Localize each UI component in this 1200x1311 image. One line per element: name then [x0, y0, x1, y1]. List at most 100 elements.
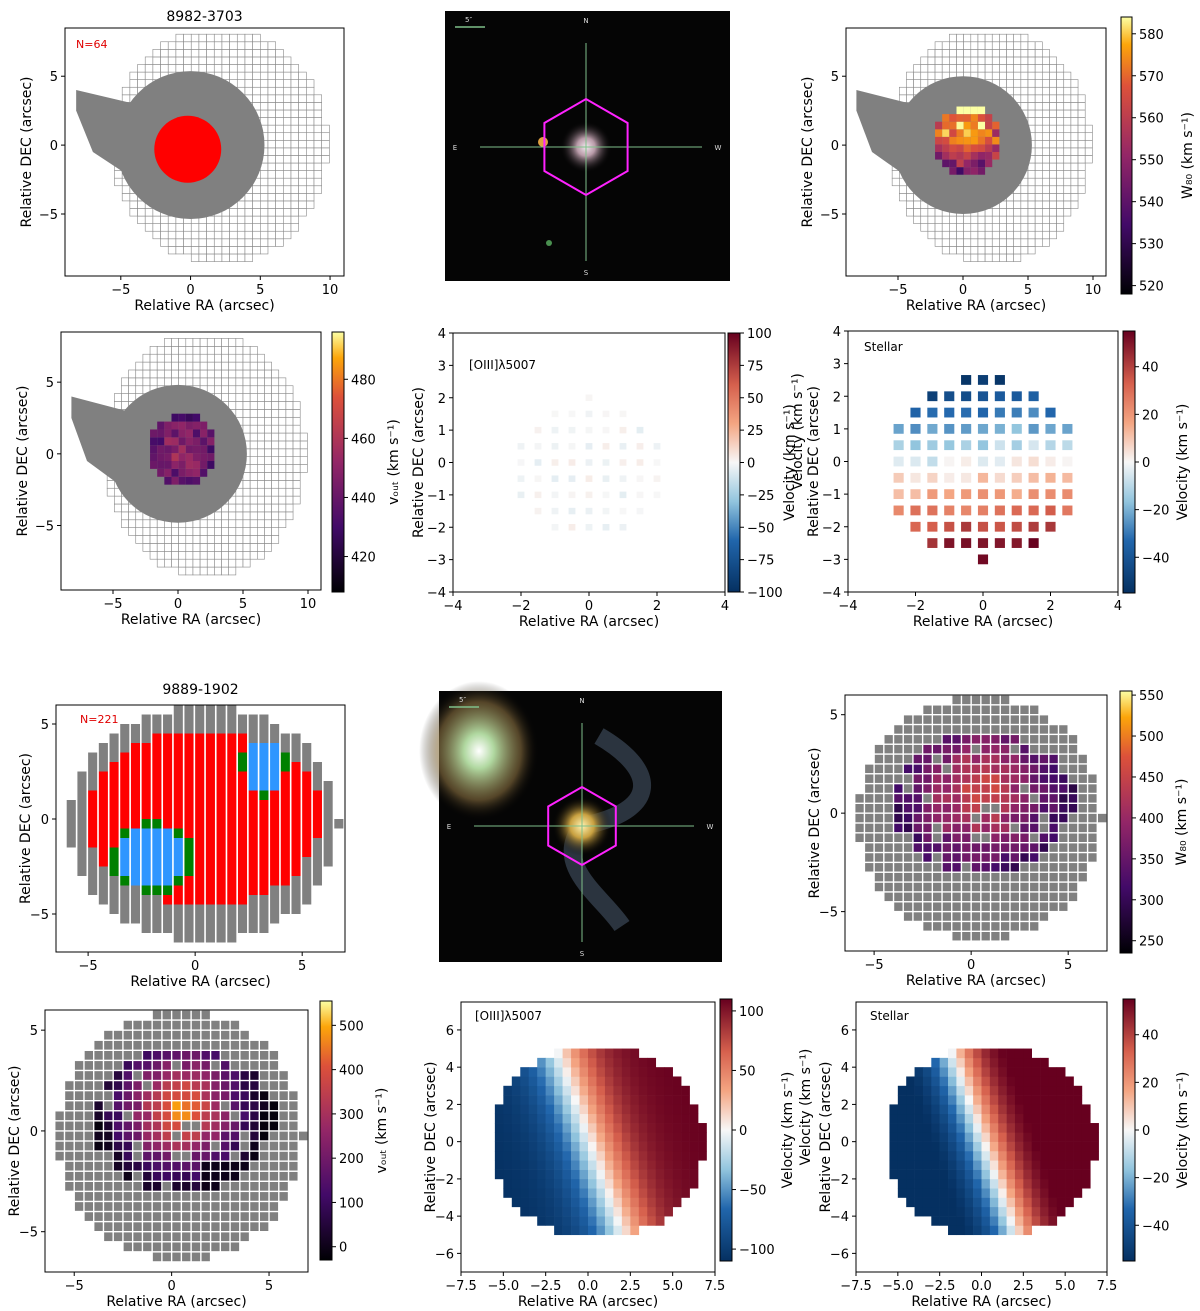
spaxel — [653, 491, 661, 499]
spaxel — [143, 1131, 152, 1141]
spaxel — [1048, 1188, 1058, 1198]
spaxel — [192, 453, 201, 461]
x-tick-label: −5 — [865, 958, 884, 973]
spaxel-empty — [199, 550, 208, 560]
spaxel-empty — [235, 393, 244, 402]
spaxel-empty — [178, 346, 187, 355]
spaxel-gray — [88, 771, 98, 781]
spaxel — [1014, 1076, 1024, 1087]
spaxel — [991, 833, 1000, 842]
colorbar-tick-label: −75 — [747, 554, 774, 569]
spaxel — [1049, 794, 1058, 803]
spaxel-outflow — [216, 800, 226, 810]
spaxel-outflow — [98, 828, 108, 838]
spaxel — [973, 1104, 982, 1115]
spaxel-empty — [242, 503, 251, 513]
spaxel — [123, 1071, 132, 1080]
spaxel-empty — [1042, 86, 1050, 96]
spaxel — [664, 1132, 673, 1142]
spaxel — [1065, 1132, 1074, 1142]
spaxel-empty — [1049, 64, 1057, 73]
spaxel-empty — [275, 117, 284, 126]
spaxel — [562, 1113, 572, 1124]
spaxel — [948, 1057, 957, 1068]
spaxel-outflow — [141, 809, 151, 819]
spaxel — [211, 1101, 220, 1111]
spaxel-gray — [1039, 892, 1049, 902]
spaxel — [1039, 774, 1049, 783]
spaxel — [948, 1216, 957, 1226]
spaxel-outflow — [195, 743, 205, 753]
spaxel-outflow — [216, 876, 226, 886]
spaxel — [171, 476, 179, 485]
spaxel — [998, 1123, 1007, 1133]
spaxel — [250, 1141, 259, 1151]
spaxel-empty — [1020, 49, 1029, 58]
spaxel-gray — [182, 1252, 191, 1262]
x-axis-label: Relative RA (arcsec) — [906, 298, 1046, 314]
spaxel-gray — [195, 923, 205, 933]
x-tick-label: −4 — [443, 599, 462, 614]
spaxel — [596, 1076, 606, 1087]
spaxel-empty — [152, 230, 161, 240]
spaxel-empty — [1027, 230, 1036, 240]
spaxel-empty — [271, 495, 280, 505]
spaxel-empty — [984, 223, 993, 232]
spaxel-empty — [956, 56, 964, 65]
spaxel-empty — [271, 472, 280, 481]
spaxel-gray — [1049, 863, 1058, 872]
spaxel — [630, 1076, 640, 1087]
spaxel-gray — [884, 754, 893, 764]
spaxel-outflow — [259, 809, 269, 819]
spaxel-empty — [1063, 177, 1072, 187]
x-tick-label: −5.0 — [882, 1279, 914, 1294]
spaxel-empty — [164, 527, 172, 536]
spaxel — [192, 476, 201, 485]
spaxel-empty — [185, 558, 194, 568]
spaxel-empty — [167, 49, 177, 58]
spaxel — [897, 1141, 907, 1152]
spaxel-empty — [164, 338, 172, 347]
spaxel-empty — [299, 464, 308, 473]
spaxel — [948, 1076, 957, 1087]
spaxel — [689, 1150, 699, 1161]
spaxel-empty — [228, 377, 237, 387]
spaxel — [1023, 1150, 1032, 1161]
spaxel — [1028, 505, 1039, 516]
spaxel-empty — [106, 480, 115, 489]
spaxel — [1049, 804, 1058, 813]
spaxel-gray — [191, 1192, 201, 1201]
spaxel — [602, 459, 610, 466]
spaxel-empty — [1027, 102, 1036, 111]
spaxel-empty — [235, 519, 244, 528]
spaxel-outflow — [205, 809, 215, 819]
spaxel-empty — [934, 230, 943, 240]
spaxel-empty — [292, 401, 301, 410]
spaxel-gray — [259, 1222, 269, 1231]
spaxel-empty — [267, 238, 276, 247]
spaxel-empty — [285, 472, 294, 481]
spaxel-empty — [267, 117, 276, 126]
spaxel — [1056, 1178, 1066, 1189]
spaxel-empty — [114, 495, 122, 505]
sky-image: NE WS5″ — [445, 11, 730, 281]
spaxel-gray — [74, 1182, 84, 1191]
spaxel — [269, 1101, 279, 1111]
spaxel-gray — [84, 1192, 94, 1201]
spaxel — [211, 1171, 220, 1181]
spaxel-gray — [1010, 902, 1019, 911]
spaxel-empty — [1049, 200, 1057, 209]
spaxel-empty — [1056, 185, 1065, 194]
spaxel-empty — [1063, 94, 1072, 103]
spaxel — [981, 1225, 991, 1236]
colorbar-tick-label: 570 — [1139, 70, 1164, 85]
spaxel-empty — [292, 456, 301, 465]
spaxel — [604, 1095, 614, 1105]
spaxel-gray — [104, 1202, 113, 1211]
spaxel — [1062, 489, 1073, 500]
spaxel-outflow — [163, 809, 173, 819]
spaxel-empty — [213, 223, 223, 232]
spaxel-empty — [229, 64, 238, 73]
spaxel-gray — [113, 1192, 123, 1201]
